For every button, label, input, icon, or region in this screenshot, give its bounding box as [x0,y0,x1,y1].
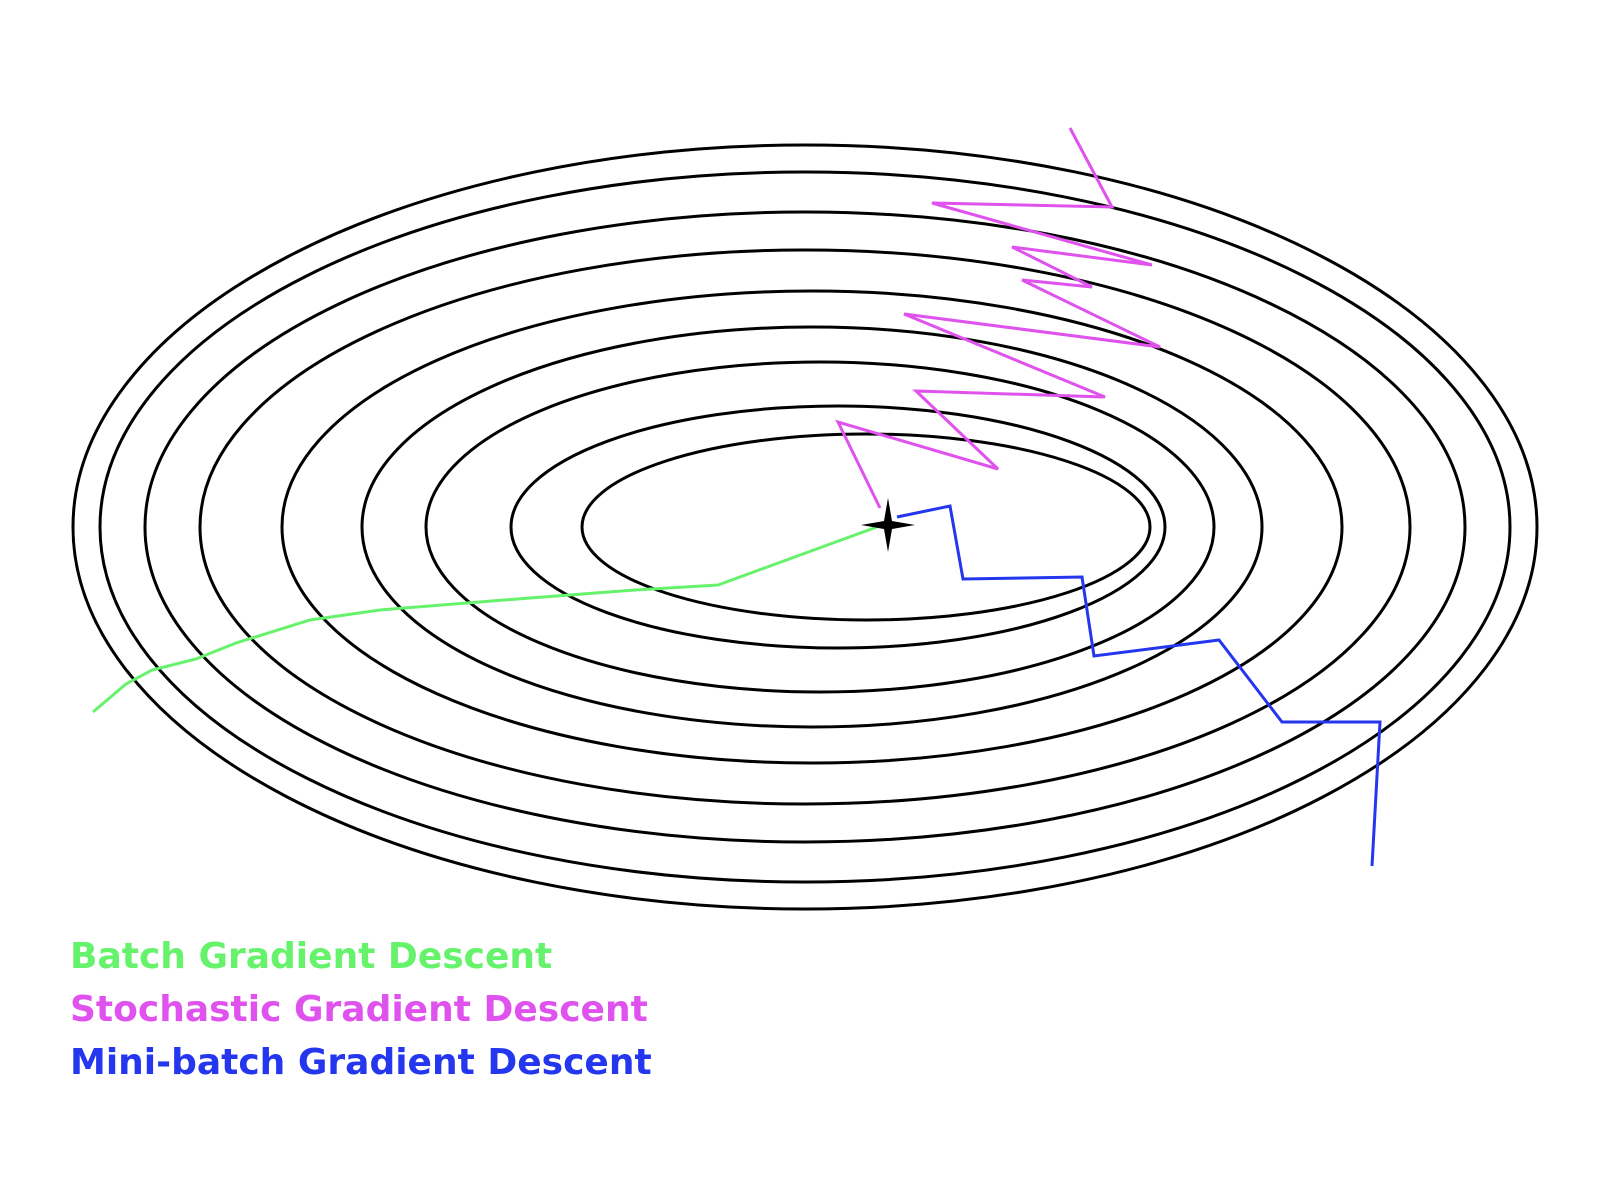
contour-ring-6 [360,325,1264,729]
batch-gradient-descent-path [92,522,886,714]
minimum-star-icon [861,498,915,552]
contour-ring-1 [71,143,1539,911]
stochastic-gradient-descent-path [835,127,1161,509]
legend-item-batch: Batch Gradient Descent [70,936,553,977]
contour-ring-9 [580,432,1152,622]
contour-lines [71,143,1539,911]
contour-ring-7 [424,360,1216,694]
legend-item-stochastic: Stochastic Gradient Descent [70,989,648,1030]
legend: Batch Gradient Descent Stochastic Gradie… [70,930,652,1089]
contour-ring-3 [143,210,1467,844]
legend-item-minibatch: Mini-batch Gradient Descent [70,1042,652,1083]
contour-ring-4 [198,248,1412,806]
contour-ring-8 [509,404,1167,650]
contour-ring-5 [280,289,1344,765]
contour-ring-2 [98,170,1512,884]
mini-batch-gradient-descent-path [896,504,1382,867]
